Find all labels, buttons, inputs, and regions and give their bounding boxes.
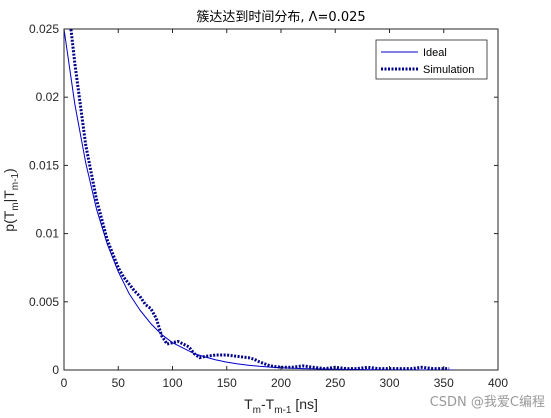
legend-label-ideal: Ideal (423, 47, 447, 59)
x-axis-label-part: -T (261, 396, 275, 412)
x-tick-label: 50 (112, 376, 126, 390)
plot-area (63, 28, 499, 371)
y-axis-label: p(Tm|Tm-1) (1, 168, 21, 231)
x-tick-label: 300 (379, 376, 399, 390)
x-axis-ticks: 0 50 100 150 200 250 300 350 400 (61, 29, 508, 390)
y-axis-label-part: |T (1, 190, 17, 203)
x-tick-label: 350 (434, 376, 454, 390)
y-axis-label-part: p(T (1, 210, 17, 231)
y-tick-label: 0.025 (29, 22, 59, 36)
x-tick-label: 0 (61, 376, 68, 390)
y-axis-label-part: ) (1, 168, 17, 173)
x-tick-label: 250 (325, 376, 345, 390)
x-axis-label-part: [ns] (291, 396, 317, 412)
x-tick-label: 150 (217, 376, 237, 390)
x-axis-label-sub: m (253, 405, 261, 416)
chart-title: 簇达达到时间分布, Λ=0.025 (196, 10, 365, 25)
y-axis-label-sub: m-1 (10, 173, 21, 191)
y-tick-label: 0.01 (36, 227, 60, 241)
x-tick-label: 200 (271, 376, 291, 390)
y-tick-label: 0.015 (29, 158, 59, 172)
x-tick-label: 100 (162, 376, 182, 390)
x-axis-label-part: T (244, 396, 253, 412)
y-tick-label: 0 (52, 363, 59, 377)
legend: Ideal Simulation (375, 39, 488, 80)
series-line-ideal (64, 29, 455, 370)
series-line-simulation (69, 29, 450, 370)
x-tick-label: 400 (488, 376, 508, 390)
legend-label-simulation: Simulation (423, 64, 474, 76)
y-axis-label-sub: m (10, 202, 21, 210)
y-axis-ticks: 0 0.005 0.01 0.015 0.02 0.025 (29, 22, 498, 377)
watermark: CSDN @我爱C编程 (430, 395, 545, 410)
x-axis-label-sub: m-1 (274, 405, 292, 416)
legend-box (375, 39, 488, 80)
y-tick-label: 0.02 (36, 90, 60, 104)
series-layer (64, 29, 455, 370)
x-axis-label: Tm-Tm-1 [ns] (244, 396, 318, 416)
y-tick-label: 0.005 (29, 295, 59, 309)
